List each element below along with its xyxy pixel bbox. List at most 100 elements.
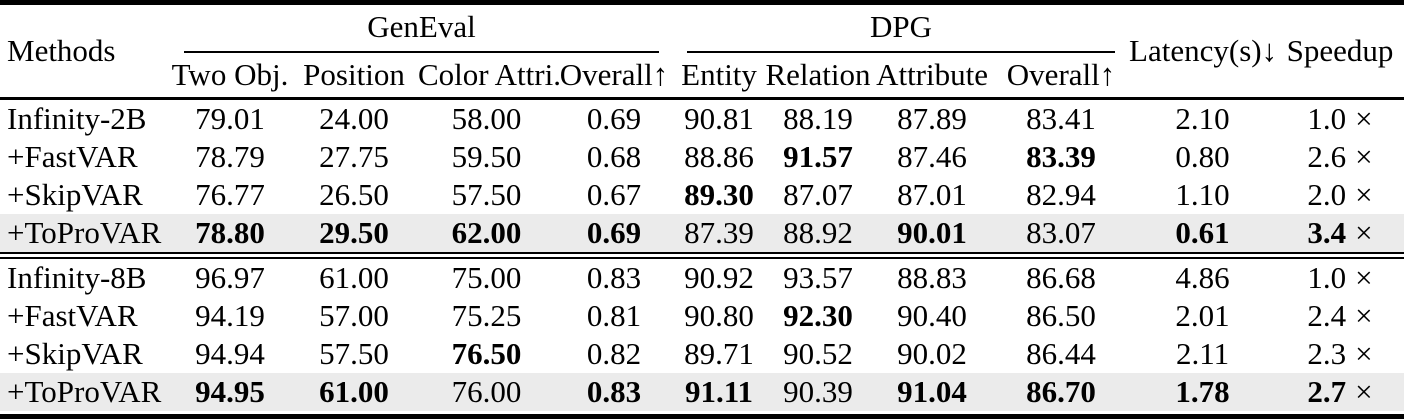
table-header: Methods GenEval DPG Latency(s)↓ Speedup …	[0, 5, 1404, 100]
cell-latency: 2.01	[1175, 298, 1230, 333]
cell-two-obj: 94.94	[195, 336, 265, 371]
column-header-color-attri: Color Attri.	[418, 53, 561, 100]
times-sign: ×	[1355, 177, 1373, 212]
cell-overall-dpg: 83.39	[1026, 139, 1096, 174]
column-header-methods: Methods	[0, 5, 170, 100]
cell-position: 26.50	[319, 177, 389, 212]
benchmark-table: Methods GenEval DPG Latency(s)↓ Speedup …	[0, 5, 1404, 411]
cell-latency: 0.80	[1175, 139, 1230, 174]
table-top-rule	[0, 0, 1404, 5]
group-header-row: Methods GenEval DPG Latency(s)↓ Speedup	[0, 5, 1404, 100]
cell-overall-dpg: 82.94	[1026, 177, 1096, 212]
column-header-overall-dpg: Overall↑	[993, 53, 1130, 100]
speedup-value: 2.0	[1307, 177, 1347, 212]
cell-overall-geneval: 0.67	[586, 177, 642, 212]
cell-position: 57.00	[319, 298, 389, 333]
speedup-value: 2.7	[1307, 374, 1347, 409]
table-row-infinity-2b: Infinity-2B 79.01 24.00 58.00 0.69 90.81…	[0, 99, 1404, 139]
cell-speedup: 3.4 ×	[1276, 214, 1404, 253]
method-cell: +ToProVAR	[0, 373, 170, 411]
cell-entity: 89.71	[684, 336, 754, 371]
table-row-skipvar-8b: +SkipVAR 94.94 57.50 76.50 0.82 89.71 90…	[0, 335, 1404, 373]
cell-two-obj: 94.19	[195, 298, 265, 333]
cell-speedup: 2.4 ×	[1276, 297, 1404, 335]
cell-entity: 89.30	[684, 177, 754, 212]
cell-position: 27.75	[319, 139, 389, 174]
table-body: Infinity-2B 79.01 24.00 58.00 0.69 90.81…	[0, 99, 1404, 411]
cell-color-attri: 58.00	[451, 101, 522, 136]
table-row-toprovar-8b: +ToProVAR 94.95 61.00 76.00 0.83 91.11 9…	[0, 373, 1404, 411]
times-sign: ×	[1355, 101, 1373, 136]
table-row-fastvar-8b: +FastVAR 94.19 57.00 75.25 0.81 90.80 92…	[0, 297, 1404, 335]
times-sign: ×	[1355, 215, 1373, 250]
column-header-relation: Relation	[765, 53, 872, 100]
column-header-attribute: Attribute	[871, 53, 994, 100]
cell-overall-geneval: 0.81	[586, 298, 642, 333]
speedup-value: 1.0	[1307, 101, 1347, 136]
cell-two-obj: 78.80	[170, 214, 290, 253]
cell-entity: 87.39	[673, 214, 766, 253]
speedup-value: 2.4	[1307, 298, 1347, 333]
cell-position: 61.00	[319, 260, 389, 295]
cell-two-obj: 79.01	[195, 101, 265, 136]
cell-overall-geneval: 0.69	[555, 214, 674, 253]
column-header-latency: Latency(s)↓	[1129, 5, 1277, 100]
cell-attribute: 87.46	[897, 139, 967, 174]
block-separator-rule	[0, 252, 1404, 259]
column-header-two-obj: Two Obj.	[170, 53, 290, 100]
cell-overall-geneval: 0.83	[555, 373, 674, 411]
table-row-skipvar-2b: +SkipVAR 76.77 26.50 57.50 0.67 89.30 87…	[0, 176, 1404, 214]
method-cell: Infinity-8B	[7, 260, 147, 295]
cell-latency: 1.78	[1129, 373, 1277, 411]
cell-relation: 92.30	[783, 298, 853, 333]
cell-position: 57.50	[319, 336, 389, 371]
cell-overall-dpg: 83.41	[1026, 101, 1096, 136]
table-row-infinity-8b: Infinity-8B 96.97 61.00 75.00 0.83 90.92…	[0, 258, 1404, 297]
cell-speedup: 2.7 ×	[1276, 373, 1404, 411]
cell-attribute: 90.02	[897, 336, 967, 371]
cell-color-attri: 76.00	[418, 373, 555, 411]
cell-latency: 2.10	[1175, 101, 1230, 136]
cell-speedup: 2.6 ×	[1276, 138, 1404, 176]
cell-overall-geneval: 0.68	[586, 139, 642, 174]
cell-overall-dpg: 86.44	[1026, 336, 1096, 371]
cell-entity: 90.81	[684, 101, 754, 136]
cell-overall-dpg: 86.70	[993, 373, 1130, 411]
cell-attribute: 90.01	[871, 214, 994, 253]
cell-speedup: 2.0 ×	[1276, 176, 1404, 214]
sub-header-row: Two Obj. Position Color Attri. Overall↑ …	[0, 53, 1404, 100]
column-header-speedup: Speedup	[1276, 5, 1404, 100]
cell-position: 24.00	[319, 101, 389, 136]
column-header-overall-geneval: Overall↑	[555, 53, 674, 100]
method-cell: +FastVAR	[7, 298, 138, 333]
cell-two-obj: 76.77	[195, 177, 265, 212]
method-cell: +SkipVAR	[7, 177, 143, 212]
cell-color-attri: 57.50	[451, 177, 522, 212]
cell-relation: 87.07	[783, 177, 853, 212]
cell-two-obj: 96.97	[195, 260, 265, 295]
cell-latency: 4.86	[1175, 260, 1230, 295]
method-cell: +SkipVAR	[7, 336, 143, 371]
cell-color-attri: 75.25	[451, 298, 522, 333]
cell-attribute: 90.40	[897, 298, 967, 333]
cell-entity: 90.92	[684, 260, 754, 295]
cell-relation: 90.39	[765, 373, 872, 411]
cell-attribute: 91.04	[871, 373, 994, 411]
table-row-toprovar-2b: +ToProVAR 78.80 29.50 62.00 0.69 87.39 8…	[0, 214, 1404, 253]
method-cell: +FastVAR	[7, 139, 138, 174]
cell-attribute: 87.01	[897, 177, 967, 212]
cell-entity: 88.86	[684, 139, 754, 174]
cell-position: 61.00	[290, 373, 418, 411]
cell-two-obj: 94.95	[170, 373, 290, 411]
cell-overall-dpg: 86.68	[1026, 260, 1096, 295]
cell-latency: 0.61	[1129, 214, 1277, 253]
times-sign: ×	[1355, 260, 1373, 295]
times-sign: ×	[1355, 374, 1373, 409]
cell-overall-geneval: 0.83	[586, 260, 642, 295]
dpg-group-label: DPG	[687, 9, 1116, 53]
cell-speedup: 1.0 ×	[1276, 258, 1404, 297]
cell-entity: 91.11	[673, 373, 766, 411]
group-header-geneval: GenEval	[170, 5, 673, 53]
cell-speedup: 1.0 ×	[1276, 99, 1404, 139]
column-header-position: Position	[290, 53, 418, 100]
